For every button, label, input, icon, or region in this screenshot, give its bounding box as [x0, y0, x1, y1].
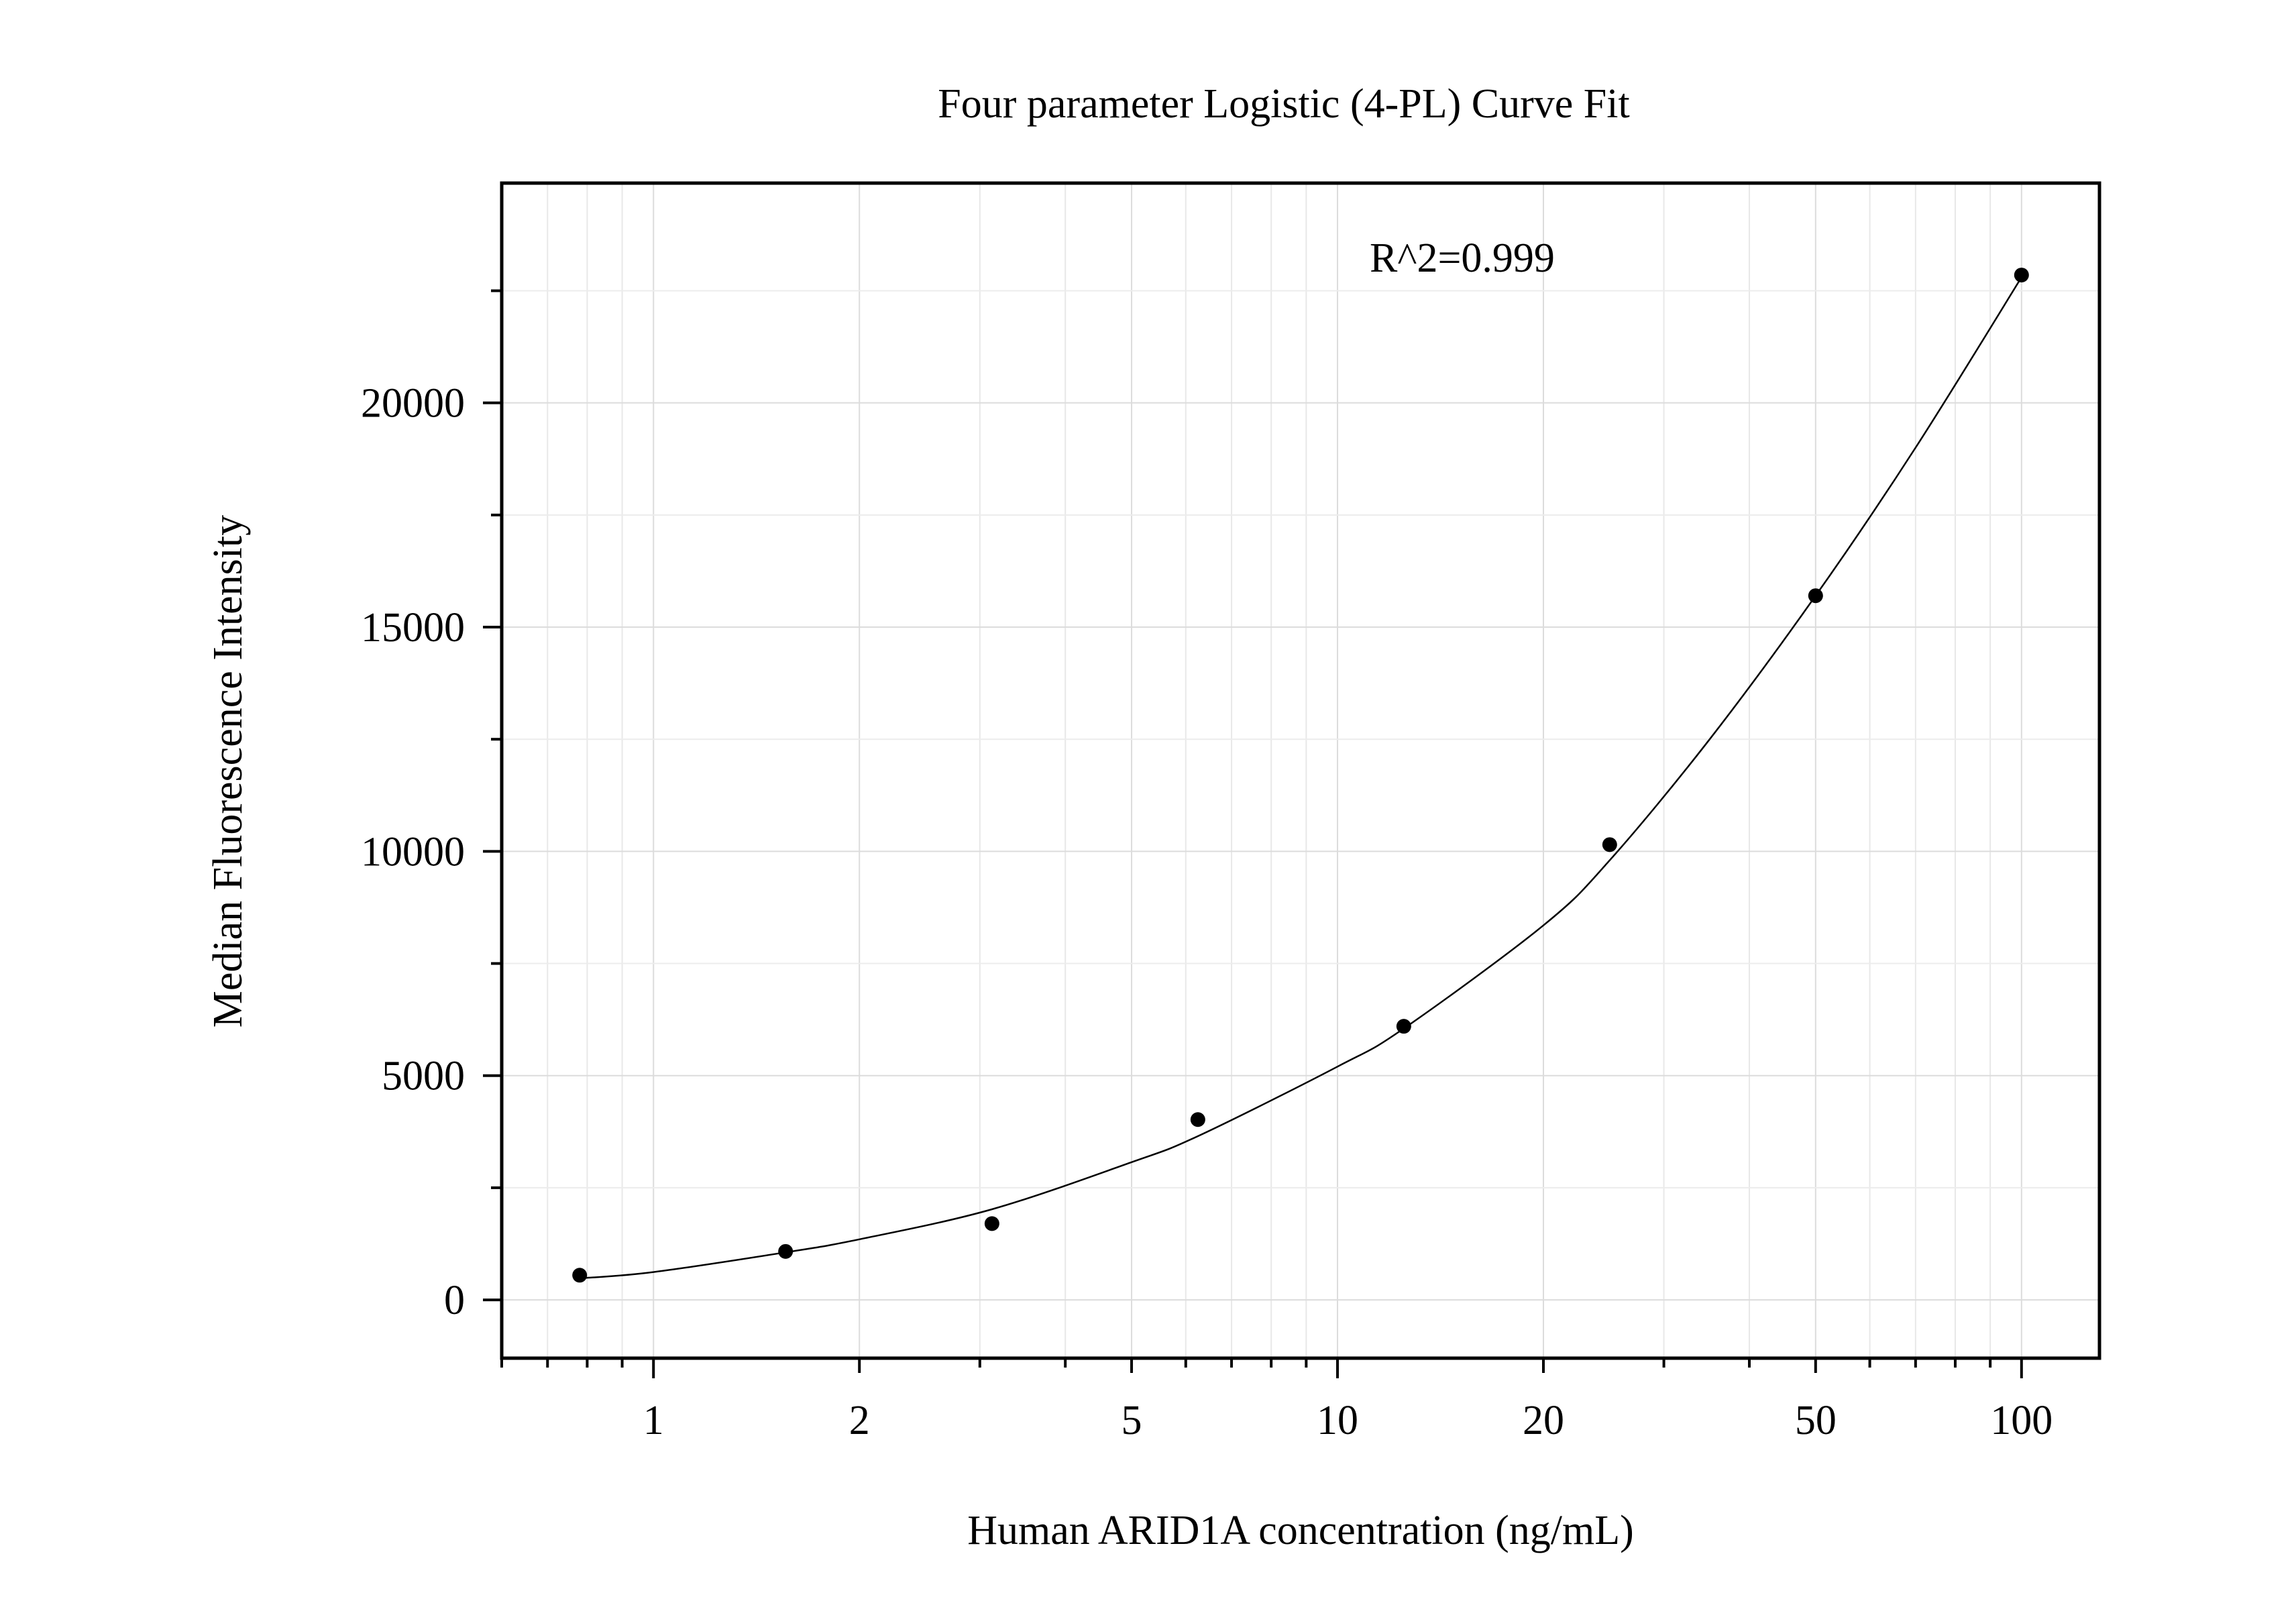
data-point — [572, 1268, 588, 1283]
y-tick-label: 0 — [444, 1278, 465, 1323]
x-tick-label: 20 — [1523, 1398, 1564, 1443]
data-point — [778, 1243, 794, 1259]
data-point — [1602, 837, 1617, 852]
y-tick-label: 15000 — [361, 605, 465, 651]
data-point — [1190, 1112, 1205, 1127]
x-tick-label: 100 — [1990, 1398, 2053, 1443]
x-axis-label: Human ARID1A concentration (ng/mL) — [967, 1508, 1634, 1553]
y-axis-label: Median Fluorescence Intensity — [205, 515, 251, 1028]
x-tick-label: 50 — [1795, 1398, 1837, 1443]
data-point — [1396, 1019, 1411, 1034]
x-tick-label: 2 — [849, 1398, 870, 1443]
fit-curve-line — [580, 276, 2022, 1280]
x-tick-label: 5 — [1122, 1398, 1142, 1443]
r-squared-annotation: R^2=0.999 — [1370, 235, 1555, 281]
x-tick-label: 10 — [1317, 1398, 1358, 1443]
chart-title: Four parameter Logistic (4-PL) Curve Fit — [938, 81, 1629, 127]
x-tick-label: 1 — [643, 1398, 664, 1443]
y-tick-label: 20000 — [361, 381, 465, 427]
tick-label-layer: 1 2 5 10 20 50 100 0 5000 10000 15000 20000 — [361, 381, 2053, 1443]
tick-layer — [483, 289, 2023, 1378]
grid-layer — [501, 183, 2099, 1358]
y-tick-label: 10000 — [361, 829, 465, 875]
data-point — [2014, 268, 2029, 283]
data-point — [984, 1216, 999, 1231]
curve-layer — [580, 276, 2022, 1280]
data-point — [1808, 588, 1823, 604]
points-layer — [572, 268, 2029, 1283]
y-tick-label: 5000 — [382, 1054, 465, 1099]
plot-frame — [500, 181, 2101, 1360]
